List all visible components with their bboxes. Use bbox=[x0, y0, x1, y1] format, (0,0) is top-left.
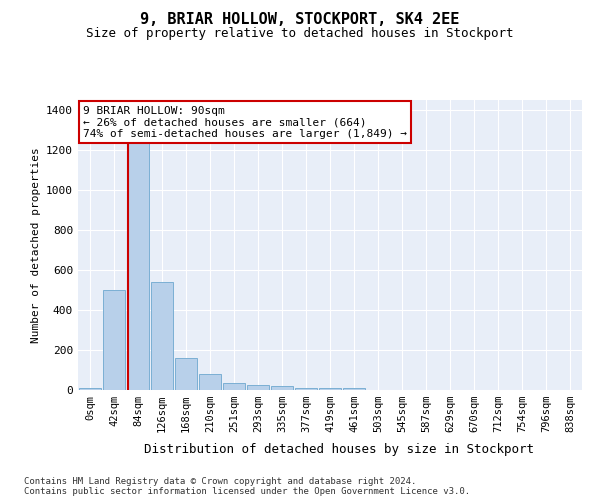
Text: 9, BRIAR HOLLOW, STOCKPORT, SK4 2EE: 9, BRIAR HOLLOW, STOCKPORT, SK4 2EE bbox=[140, 12, 460, 28]
Bar bbox=[103, 290, 125, 390]
Bar bbox=[199, 374, 221, 390]
Text: Distribution of detached houses by size in Stockport: Distribution of detached houses by size … bbox=[144, 442, 534, 456]
Bar bbox=[271, 386, 293, 390]
Bar bbox=[295, 388, 317, 390]
Bar bbox=[223, 383, 245, 390]
Text: Contains HM Land Registry data © Crown copyright and database right 2024.: Contains HM Land Registry data © Crown c… bbox=[24, 478, 416, 486]
Text: Size of property relative to detached houses in Stockport: Size of property relative to detached ho… bbox=[86, 28, 514, 40]
Bar bbox=[151, 282, 173, 390]
Bar bbox=[343, 388, 365, 390]
Text: Contains public sector information licensed under the Open Government Licence v3: Contains public sector information licen… bbox=[24, 488, 470, 496]
Bar bbox=[79, 388, 101, 390]
Bar bbox=[319, 388, 341, 390]
Bar bbox=[247, 385, 269, 390]
Bar bbox=[127, 142, 149, 390]
Y-axis label: Number of detached properties: Number of detached properties bbox=[31, 147, 41, 343]
Text: 9 BRIAR HOLLOW: 90sqm
← 26% of detached houses are smaller (664)
74% of semi-det: 9 BRIAR HOLLOW: 90sqm ← 26% of detached … bbox=[83, 106, 407, 139]
Bar bbox=[175, 358, 197, 390]
